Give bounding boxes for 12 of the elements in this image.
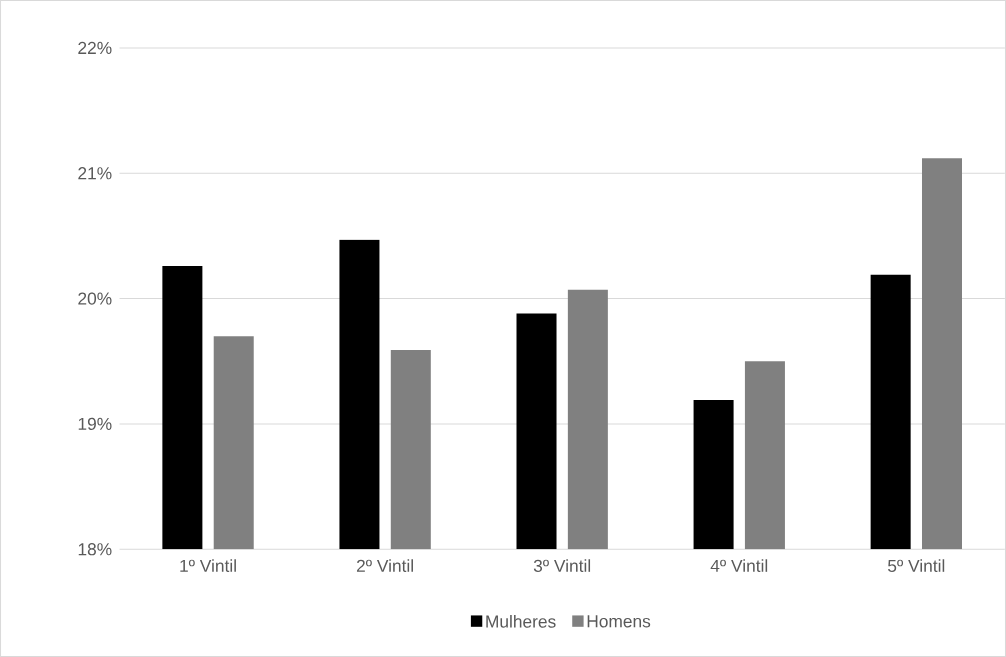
y-tick-label: 22%: [78, 41, 112, 54]
x-tick-label: 3º Vintil: [533, 559, 591, 572]
y-tick-label: 18%: [78, 543, 112, 556]
x-tick-label: 2º Vintil: [356, 559, 413, 572]
legend-label: Homens: [587, 615, 651, 628]
y-tick-label: 20%: [78, 292, 112, 305]
legend-label: Mulheres: [486, 614, 556, 628]
y-tick-label: 19%: [78, 417, 112, 431]
y-tick-label: 21%: [78, 167, 112, 180]
x-tick-label: 5º Vintil: [887, 559, 945, 572]
x-tick-label: 4º Vintil: [710, 559, 768, 572]
x-tick-label: 1º Vintil: [180, 559, 236, 572]
